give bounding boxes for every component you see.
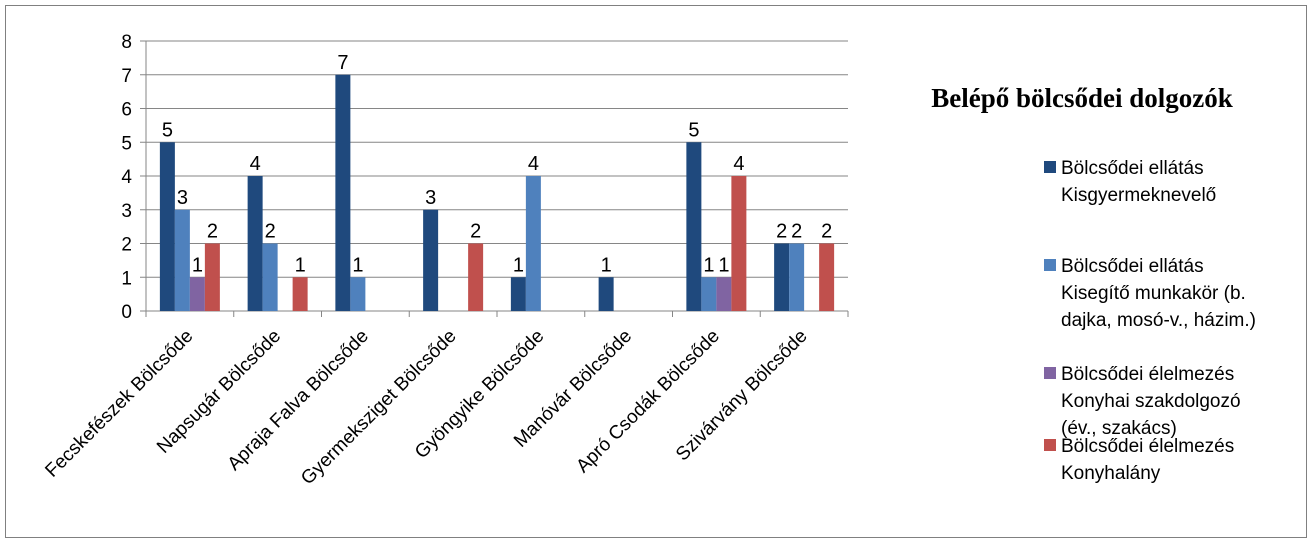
bar [204, 243, 220, 311]
legend-label: Bölcsődei élelmezés [1061, 436, 1234, 457]
data-label: 1 [295, 254, 306, 276]
legend-swatch [1044, 367, 1056, 379]
legend-label: Bölcsődei ellátás [1061, 256, 1204, 277]
bar [598, 277, 614, 311]
bar [716, 277, 732, 311]
x-category-label: Fecskefészek Bölcsőde [41, 326, 197, 482]
x-category-label: Gyermeksziget Bölcsőde [297, 326, 460, 489]
data-label: 1 [601, 254, 612, 276]
data-label: 2 [470, 221, 481, 243]
legend-label: Bölcsődei ellátás [1061, 158, 1204, 179]
data-label: 4 [250, 153, 261, 175]
bar [292, 277, 308, 311]
y-tick-label: 0 [121, 302, 132, 323]
data-label: 2 [776, 221, 787, 243]
legend-label: Konyhalány [1061, 463, 1161, 484]
data-label: 5 [688, 119, 699, 141]
bar [159, 142, 175, 311]
y-tick-label: 2 [121, 235, 132, 256]
legend-label: Kisgyermeknevelő [1061, 185, 1216, 206]
y-tick-label: 5 [121, 133, 132, 154]
y-axis-ticks: 0 1 2 3 4 5 6 7 8 [121, 32, 132, 323]
data-label: 4 [733, 153, 744, 175]
data-label: 2 [791, 221, 802, 243]
legend-label: Konyhai szakdolgozó [1061, 391, 1241, 412]
data-label: 1 [352, 254, 363, 276]
bar [468, 243, 484, 311]
data-label: 3 [425, 187, 436, 209]
bars [159, 74, 835, 311]
data-label: 1 [718, 254, 729, 276]
x-category-label: Apraja Falva Bölcsőde [224, 326, 373, 475]
legend-label: Kisegítő munkakör (b. [1061, 283, 1246, 304]
data-label: 1 [513, 254, 524, 276]
bar [525, 176, 541, 311]
legend-swatch [1044, 259, 1056, 271]
legend-label: Bölcsődei élelmezés [1061, 364, 1234, 385]
bar [686, 142, 702, 311]
data-label: 7 [337, 52, 348, 74]
chart-frame [5, 5, 1307, 538]
x-category-label: Apró Csodák Bölcsőde [572, 326, 724, 478]
y-tick-label: 1 [121, 268, 132, 289]
legend-label: (év., szakács) [1061, 418, 1177, 439]
legend-swatch [1044, 161, 1056, 173]
legend-label: dajka, mosó-v., házim.) [1061, 310, 1256, 331]
data-label: 5 [162, 119, 173, 141]
bar [247, 176, 263, 311]
bar [789, 243, 805, 311]
y-tick-label: 3 [121, 201, 132, 222]
bar [335, 74, 351, 311]
bar [510, 277, 526, 311]
bar [350, 277, 366, 311]
bar [423, 209, 439, 311]
bar [174, 209, 190, 311]
bar [731, 176, 747, 311]
y-tick-label: 8 [121, 32, 132, 53]
bar [774, 243, 790, 311]
legend-swatch [1044, 439, 1056, 451]
y-tick-label: 4 [121, 167, 132, 188]
data-label: 2 [821, 221, 832, 243]
bar [189, 277, 205, 311]
data-label: 3 [177, 187, 188, 209]
data-label: 2 [207, 221, 218, 243]
bar [701, 277, 717, 311]
y-tick-label: 7 [121, 66, 132, 87]
data-label: 2 [265, 221, 276, 243]
y-tick-label: 6 [121, 100, 132, 121]
data-label: 1 [703, 254, 714, 276]
bar [819, 243, 835, 311]
legend: Bölcsődei ellátás Kisgyermeknevelő Bölcsőd… [1044, 158, 1256, 484]
data-label: 1 [192, 254, 203, 276]
data-label: 4 [528, 153, 539, 175]
chart-title: Belépő bölcsődei dolgozók [931, 83, 1233, 113]
bar [262, 243, 278, 311]
